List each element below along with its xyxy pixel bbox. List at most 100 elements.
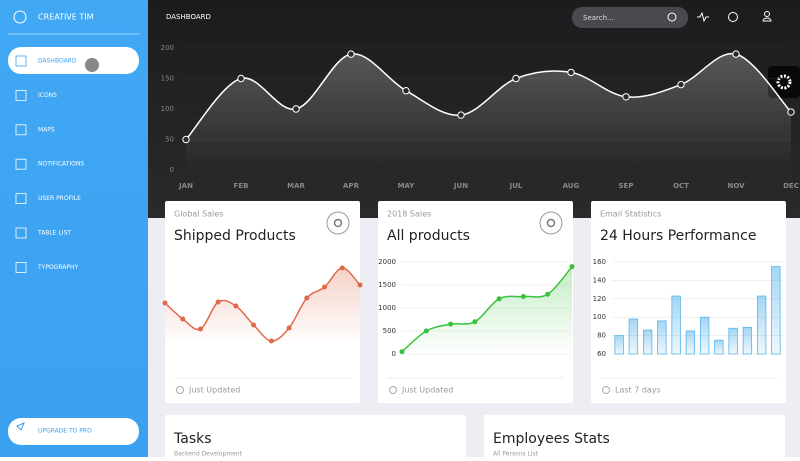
x-tick-label: JUN	[453, 182, 468, 190]
footer-icon	[389, 386, 397, 394]
active-pill[interactable]	[8, 47, 139, 74]
search-box[interactable]	[572, 7, 688, 28]
nav-item[interactable]: NOTIFICATIONS	[38, 161, 84, 168]
y-tick-label: 100	[593, 313, 606, 321]
search-placeholder[interactable]: Search...	[583, 14, 614, 22]
bar	[628, 318, 639, 355]
y-tick-label: 1500	[378, 281, 396, 289]
cursor	[85, 58, 99, 72]
bar	[657, 320, 667, 355]
upgrade-label[interactable]: UPGRADE TO PRO	[38, 428, 92, 435]
card-subtitle: All Persons List	[493, 451, 539, 458]
point	[472, 319, 478, 325]
point	[787, 108, 795, 116]
bar	[756, 295, 767, 355]
point	[251, 322, 257, 328]
x-tick-label: OCT	[673, 182, 689, 190]
bar	[671, 295, 681, 355]
x-tick-label: JUL	[509, 182, 523, 190]
nav-icon	[15, 158, 27, 170]
point	[677, 80, 685, 89]
card-subtitle: 2018 Sales	[387, 210, 431, 219]
settings-tab[interactable]	[768, 66, 800, 98]
point	[520, 294, 526, 299]
point	[268, 338, 274, 344]
nav-icon	[15, 90, 27, 101]
y-tick-label: 160	[593, 258, 606, 266]
brand-logo	[13, 10, 27, 24]
sidebar	[0, 0, 148, 457]
nav-icon	[15, 124, 27, 136]
card-footer: Just Updated	[188, 386, 240, 395]
footer-icon	[176, 386, 184, 394]
card-title: 24 Hours Performance	[600, 228, 756, 244]
x-tick-label: JAN	[178, 182, 193, 190]
bar	[614, 335, 624, 355]
x-tick-label: FEB	[234, 182, 249, 190]
search-icon[interactable]	[667, 12, 677, 22]
nav-item[interactable]: TABLE LIST	[37, 230, 71, 237]
settings-button[interactable]	[326, 211, 350, 235]
point	[545, 291, 551, 297]
point	[197, 326, 203, 332]
line-area	[186, 53, 791, 170]
point	[182, 135, 190, 144]
card-title: All products	[387, 228, 470, 244]
card	[165, 415, 466, 461]
point	[399, 349, 405, 355]
settings-icon	[776, 74, 792, 90]
point	[496, 296, 502, 302]
nav-item[interactable]: DASHBOARD	[38, 58, 77, 65]
x-tick-label: MAY	[398, 182, 416, 190]
card-title: Employees Stats	[493, 431, 610, 447]
nav-item[interactable]: USER PROFILE	[38, 195, 81, 202]
upgrade-button[interactable]	[8, 418, 139, 445]
card-subtitle: Backend Development	[174, 451, 243, 458]
user-icon-body	[762, 17, 772, 22]
nav-icon	[15, 55, 27, 67]
globe-icon[interactable]	[728, 12, 738, 22]
y-tick-label: 100	[161, 105, 174, 113]
bar	[728, 327, 738, 355]
point	[339, 265, 345, 271]
x-tick-label: MAR	[287, 182, 305, 190]
point	[569, 264, 575, 270]
card-subtitle: Global Sales	[174, 210, 223, 219]
x-tick-label: DEC	[783, 182, 799, 190]
bar	[742, 326, 753, 355]
point	[162, 300, 168, 306]
card-footer: Just Updated	[401, 386, 453, 395]
card-title: Tasks	[173, 431, 212, 447]
card	[484, 415, 785, 461]
y-tick-label: 140	[593, 276, 606, 284]
point	[512, 74, 520, 83]
nav-icon	[15, 261, 27, 273]
y-tick-label: 1000	[378, 304, 396, 312]
y-tick-label: 80	[597, 332, 606, 340]
point	[237, 74, 245, 83]
nav-item[interactable]: MAPS	[38, 126, 55, 133]
y-tick-label: 200	[161, 44, 174, 52]
nav-icon	[15, 193, 27, 205]
card-title: Shipped Products	[174, 228, 296, 244]
brand[interactable]: CREATIVE TIM	[38, 13, 94, 22]
bar	[771, 266, 781, 355]
settings-button[interactable]	[539, 211, 563, 235]
x-tick-label: AUG	[563, 182, 580, 190]
settings-glyph	[546, 218, 556, 228]
line-area	[165, 267, 360, 345]
footer-icon	[602, 386, 610, 394]
nav-item[interactable]: TYPOGRAPHY	[37, 264, 78, 271]
user-icon[interactable]	[764, 11, 770, 17]
x-tick-label: NOV	[727, 182, 745, 190]
y-tick-label: 60	[597, 350, 606, 358]
y-tick-label: 0	[392, 350, 396, 358]
nav-icon	[15, 227, 27, 239]
y-tick-label: 120	[593, 295, 606, 303]
nav-item[interactable]: ICONS	[38, 92, 57, 99]
card-footer: Last 7 days	[615, 386, 661, 395]
activity-icon[interactable]	[697, 11, 709, 23]
y-tick-label: 500	[383, 327, 396, 335]
point	[286, 325, 292, 331]
point	[180, 316, 186, 322]
